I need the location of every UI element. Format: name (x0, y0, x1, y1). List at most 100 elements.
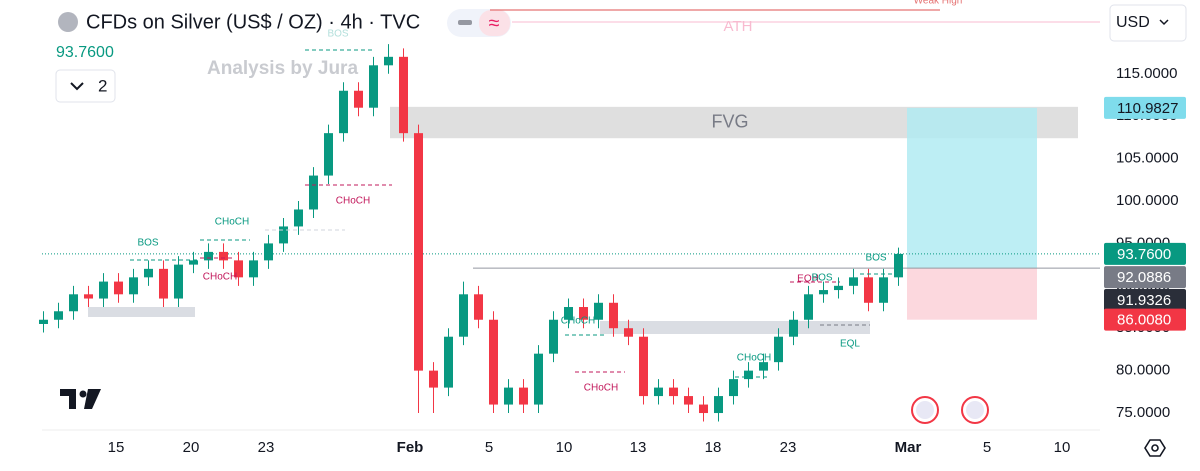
x-tick-label: 15 (108, 439, 125, 456)
candle-body (564, 307, 573, 320)
candle-body (669, 387, 678, 397)
candle-body (174, 264, 183, 299)
y-tick-label: 100.0000 (1116, 192, 1179, 209)
price-tag (1104, 96, 1186, 119)
candle-body (549, 319, 558, 354)
x-tick-label: 18 (705, 439, 722, 456)
candle-body (864, 277, 873, 303)
candle-body (804, 294, 813, 320)
candle-body (324, 133, 333, 176)
price-tag (1104, 308, 1186, 331)
annotation: Weak High (914, 0, 963, 7)
zone (600, 321, 870, 334)
x-tick-label: 23 (780, 439, 797, 456)
toggle-active[interactable] (479, 10, 510, 36)
annotation: BOS (811, 273, 832, 284)
candle-body (369, 65, 378, 108)
price-tag-label: 110.9827 (1117, 100, 1178, 117)
last-price: 93.7600 (56, 44, 114, 61)
candle-body (429, 370, 438, 388)
candle-body (849, 277, 858, 286)
candle-body (474, 294, 483, 320)
stop-zone (907, 268, 1037, 320)
candle-body (834, 285, 843, 291)
candle-body (579, 307, 588, 320)
candle-body (39, 319, 48, 324)
interval-dropdown[interactable] (55, 69, 116, 103)
x-tick-label: Feb (397, 439, 424, 456)
x-tick-label: 23 (258, 439, 275, 456)
candle-body (699, 404, 708, 414)
candle-body (894, 253, 903, 278)
candle-body (84, 294, 93, 299)
chart-title: CFDs on Silver (US$ / OZ) · 4h · TVC (86, 11, 420, 33)
x-tick-label: 10 (556, 439, 573, 456)
candle-body (69, 294, 78, 312)
candle-body (759, 362, 768, 371)
y-tick-label: 80.0000 (1116, 362, 1170, 379)
candle-body (234, 260, 243, 278)
candle-body (414, 133, 423, 371)
x-tick-label: Mar (895, 439, 922, 456)
zone (88, 307, 195, 317)
y-tick-label: 115.0000 (1116, 65, 1177, 82)
candle-body (339, 90, 348, 134)
tv-logo (60, 389, 101, 409)
candle-body (309, 175, 318, 210)
candle-body (399, 56, 408, 134)
settings-icon[interactable] (1144, 439, 1166, 457)
annotation: EQH (797, 274, 819, 285)
candle-body (639, 336, 648, 397)
candle-body (279, 226, 288, 244)
candle-body (114, 281, 123, 295)
annotation: CHoCH (203, 272, 237, 283)
chevron (1159, 19, 1169, 26)
candle-body (159, 268, 168, 299)
price-tag (1104, 242, 1186, 265)
annotation: EQL (840, 339, 860, 350)
candle-body (729, 379, 738, 397)
currency-button[interactable] (1109, 4, 1187, 42)
annotation: BOS (137, 238, 158, 249)
candle-body (249, 260, 258, 278)
interval-count: 2 (98, 76, 107, 95)
annotation: BOS (865, 253, 886, 264)
candle-body (489, 319, 498, 405)
candle-body (624, 328, 633, 337)
candle-body (879, 277, 888, 303)
candle-body (459, 294, 468, 337)
candle-body (534, 353, 543, 405)
x-tick-label: 5 (983, 439, 991, 456)
candle-body (129, 277, 138, 295)
annotation: CHoCH (336, 196, 370, 207)
y-tick-label: 105.0000 (1116, 150, 1179, 167)
candle-body (609, 302, 618, 329)
annotation: CHoCH (584, 383, 618, 394)
price-tag (1104, 266, 1186, 289)
price-tag-label: 93.7600 (1117, 246, 1171, 263)
chevron (70, 82, 84, 91)
symbol-icon (58, 12, 78, 32)
candle-body (789, 319, 798, 337)
candle-body (519, 387, 528, 405)
annotation: CHoCH (215, 217, 249, 228)
candle-body (504, 387, 513, 405)
x-tick-label: 5 (485, 439, 493, 456)
candle-body (444, 336, 453, 388)
y-tick-label: 75.0000 (1116, 404, 1170, 421)
annotation: ATH (724, 18, 753, 35)
candle-body (654, 387, 663, 397)
annotation: BOS (327, 29, 348, 40)
price-tag (1104, 289, 1186, 311)
x-tick-label: 10 (1054, 439, 1071, 456)
event-flags[interactable] (911, 396, 989, 424)
annotation: CHoCH (561, 316, 595, 327)
candle-body (189, 260, 198, 265)
price-tag-label: 92.0886 (1117, 269, 1171, 286)
fvg-label: FVG (711, 111, 748, 131)
x-tick-label: 13 (630, 439, 647, 456)
target-zone (907, 107, 1037, 269)
price-tag-label: 91.9326 (1117, 292, 1171, 309)
candle-body (594, 302, 603, 320)
